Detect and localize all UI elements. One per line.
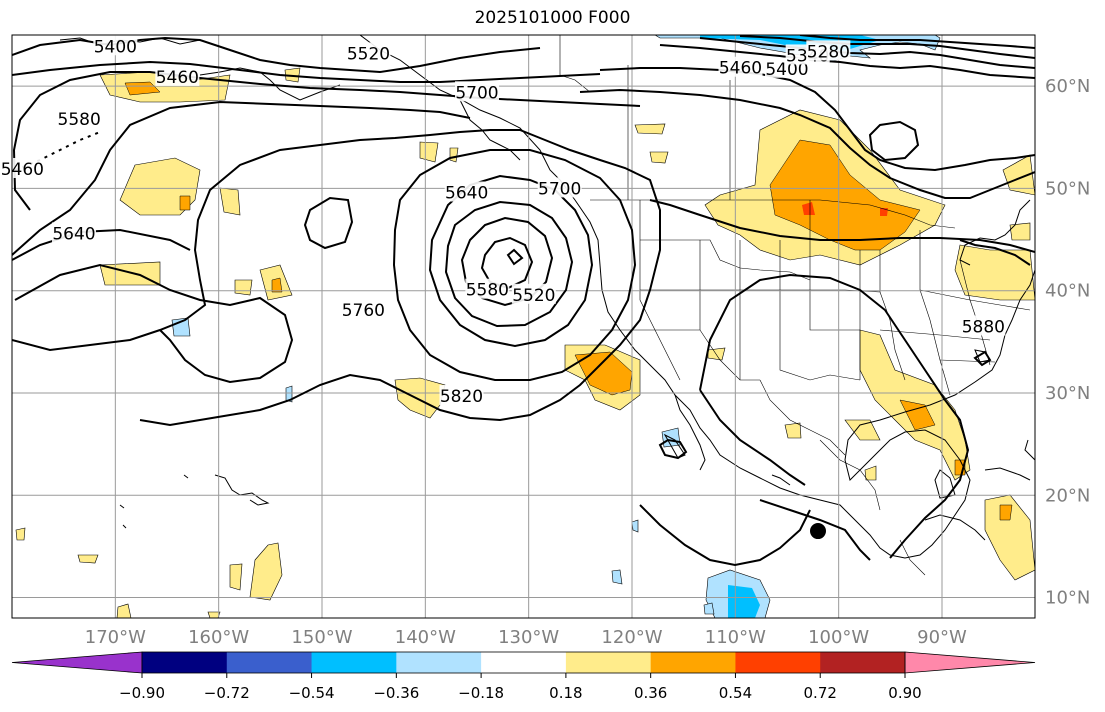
colorbar-segment	[820, 652, 906, 673]
contour-label: 5460	[0, 157, 45, 180]
svg-text:5640: 5640	[445, 184, 488, 204]
lon-tick-label: 120°W	[601, 627, 662, 648]
contour-label: 5700	[537, 177, 582, 199]
svg-text:5400: 5400	[94, 37, 137, 57]
colorbar-segment	[735, 652, 821, 673]
colorbar-segment	[650, 652, 736, 673]
contour-label: 5520	[511, 283, 556, 306]
colorbar-tick-label: 0.54	[719, 684, 752, 702]
colorbar-segment	[226, 652, 313, 673]
marker-layer	[810, 523, 826, 540]
lon-tick-label: 160°W	[188, 627, 249, 648]
colorbar-tick-label: 0.90	[888, 684, 921, 702]
location-marker	[810, 523, 826, 540]
svg-text:5700: 5700	[538, 179, 581, 199]
svg-text:5460: 5460	[156, 68, 199, 88]
colorbar-tick-label: −0.90	[119, 684, 165, 702]
lon-tick-label: 140°W	[395, 627, 456, 648]
colorbar-segment	[565, 652, 652, 673]
colorbar-segment	[481, 652, 567, 673]
contour-label: 5400	[93, 35, 138, 57]
lat-tick-label: 40°N	[1045, 281, 1090, 302]
contour-label: 5760	[341, 299, 386, 321]
lon-tick-label: 130°W	[498, 627, 559, 648]
colorbar-high-extend	[904, 651, 1036, 674]
svg-text:5640: 5640	[52, 224, 95, 244]
map-title: 2025101000 F000	[474, 8, 631, 28]
colorbar-segment	[396, 652, 482, 673]
contour-label: 5580	[465, 278, 510, 301]
lon-tick-label: 90°W	[917, 627, 967, 648]
contour-label: 5880	[961, 315, 1006, 338]
colorbar-tick-label: −0.36	[373, 684, 419, 702]
svg-text:5460: 5460	[1, 160, 44, 180]
lat-tick-label: 10°N	[1045, 588, 1090, 609]
colorbar-tick-label: 0.18	[549, 684, 582, 702]
colorbar-tick-label: −0.72	[204, 684, 250, 702]
svg-text:5460: 5460	[719, 59, 762, 79]
svg-text:5520: 5520	[347, 44, 390, 64]
lat-tick-label: 60°N	[1045, 76, 1090, 97]
svg-text:5880: 5880	[962, 318, 1005, 338]
contour-label: 5280	[806, 40, 851, 62]
svg-text:5580: 5580	[58, 110, 101, 130]
height-contours	[12, 35, 1035, 567]
contour-label: 5700	[455, 81, 499, 103]
svg-text:5760: 5760	[342, 301, 385, 321]
svg-text:5280: 5280	[807, 42, 850, 62]
colorbar-tick-label: 0.72	[804, 684, 837, 702]
lon-tick-label: 170°W	[85, 627, 146, 648]
lat-tick-label: 50°N	[1045, 178, 1090, 199]
contour-label: 5460	[718, 56, 763, 79]
lon-tick-label: 150°W	[291, 627, 352, 648]
lon-tick-label: 110°W	[705, 627, 766, 648]
colorbar-low-extend	[11, 651, 143, 674]
axis-ticks: 170°W 160°W 150°W 140°W 130°W 120°W 110°W 100°W…	[85, 76, 1091, 648]
map-frame	[11, 34, 1036, 619]
lon-tick-label: 100°W	[808, 627, 869, 648]
contour-label: 5640	[52, 222, 96, 244]
svg-text:5700: 5700	[455, 83, 498, 103]
colorbar-segment	[142, 652, 228, 673]
political-borders	[559, 35, 1031, 576]
lat-tick-label: 20°N	[1045, 485, 1090, 506]
svg-text:5820: 5820	[440, 387, 483, 407]
contour-label: 5580	[57, 107, 102, 130]
colorbar-segment	[311, 652, 397, 673]
contour-label: 5520	[346, 42, 391, 64]
contour-label: 5640	[444, 181, 489, 204]
graticule	[12, 35, 1035, 618]
colorbar-tick-label: −0.18	[458, 684, 504, 702]
svg-text:5520: 5520	[512, 286, 555, 306]
contour-label: 5460	[155, 65, 200, 88]
colorbar: −0.90 −0.72 −0.54 −0.36 −0.18 0.18 0.36 0.54 0.7…	[11, 651, 1036, 702]
contour-label: 5820	[439, 385, 484, 407]
lat-tick-label: 30°N	[1045, 383, 1090, 404]
colorbar-tick-label: −0.54	[289, 684, 335, 702]
colorbar-tick-label: 0.36	[634, 684, 667, 702]
svg-text:5400: 5400	[765, 60, 808, 80]
svg-text:5580: 5580	[466, 281, 509, 301]
